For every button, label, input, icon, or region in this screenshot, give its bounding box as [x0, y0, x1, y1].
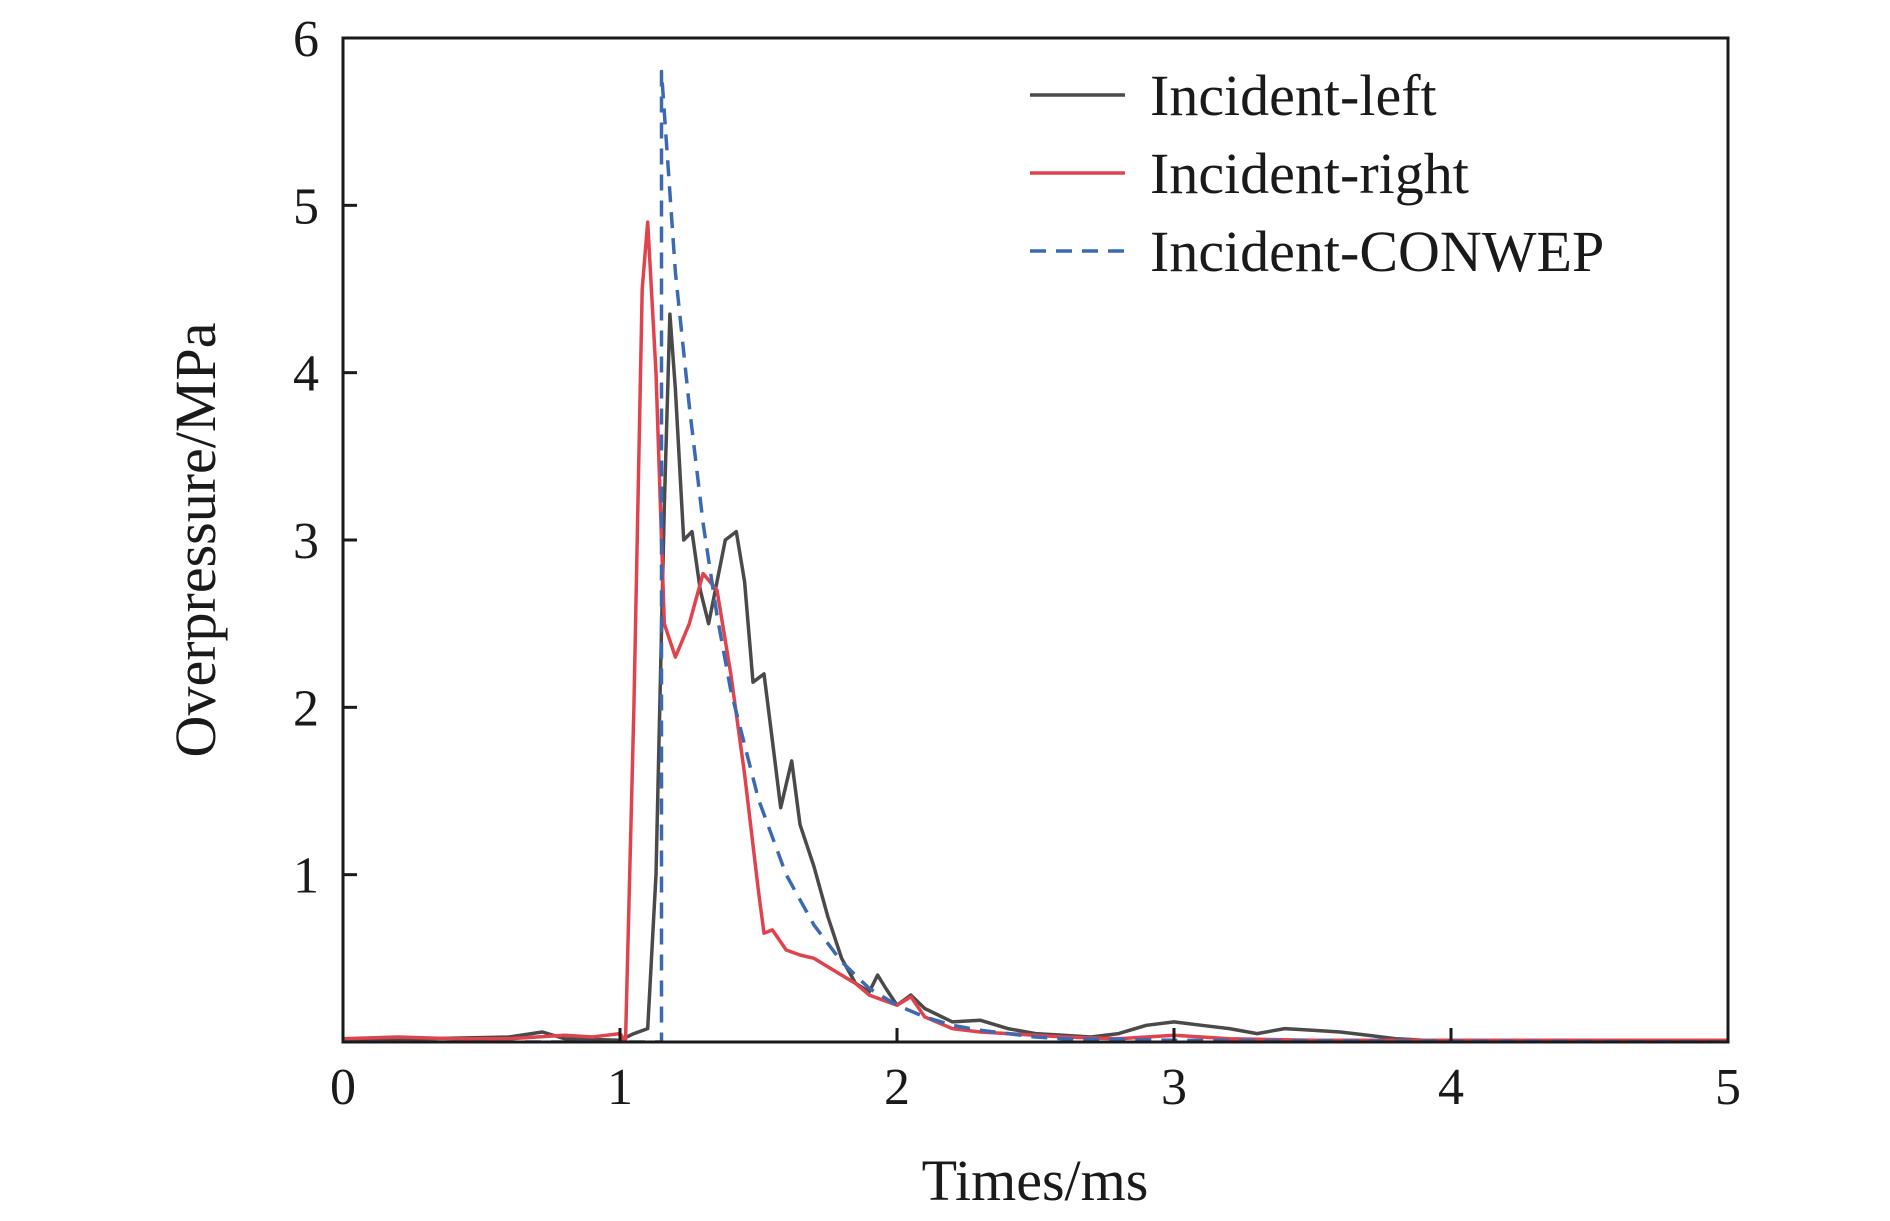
x-tick-label: 2	[884, 1059, 910, 1116]
y-tick-label: 2	[293, 680, 319, 737]
legend-label: Incident-right	[1150, 141, 1469, 206]
y-tick-label: 3	[293, 513, 319, 570]
legend-label: Incident-left	[1150, 63, 1437, 128]
y-tick-label: 1	[293, 848, 319, 905]
axis-ticks: 0 1 2 3 4 5 1 2 3 4 5 6	[293, 11, 1741, 1116]
plot-area	[343, 69, 1728, 1042]
y-tick-label: 4	[293, 346, 319, 403]
x-tick-label: 3	[1161, 1059, 1187, 1116]
x-axis-title: Times/ms	[922, 1148, 1149, 1213]
x-tick-label: 4	[1438, 1059, 1464, 1116]
y-axis-title: Overpressure/MPa	[163, 323, 228, 758]
legend: Incident-left Incident-right Incident-CONW…	[1030, 63, 1604, 284]
x-tick-label: 1	[607, 1059, 633, 1116]
series-line-incident-right	[343, 220, 1728, 1042]
x-tick-label: 5	[1715, 1059, 1741, 1116]
y-tick-label: 6	[293, 11, 319, 68]
y-tick-label: 5	[293, 178, 319, 235]
x-tick-label: 0	[330, 1059, 356, 1116]
y-axis-title-group: Overpressure/MPa	[163, 323, 228, 758]
plot-frame	[341, 36, 1730, 1044]
legend-label: Incident-CONWEP	[1150, 219, 1604, 284]
series-line-incident-conwep	[343, 69, 1728, 1042]
series-line-incident-left	[343, 312, 1728, 1042]
